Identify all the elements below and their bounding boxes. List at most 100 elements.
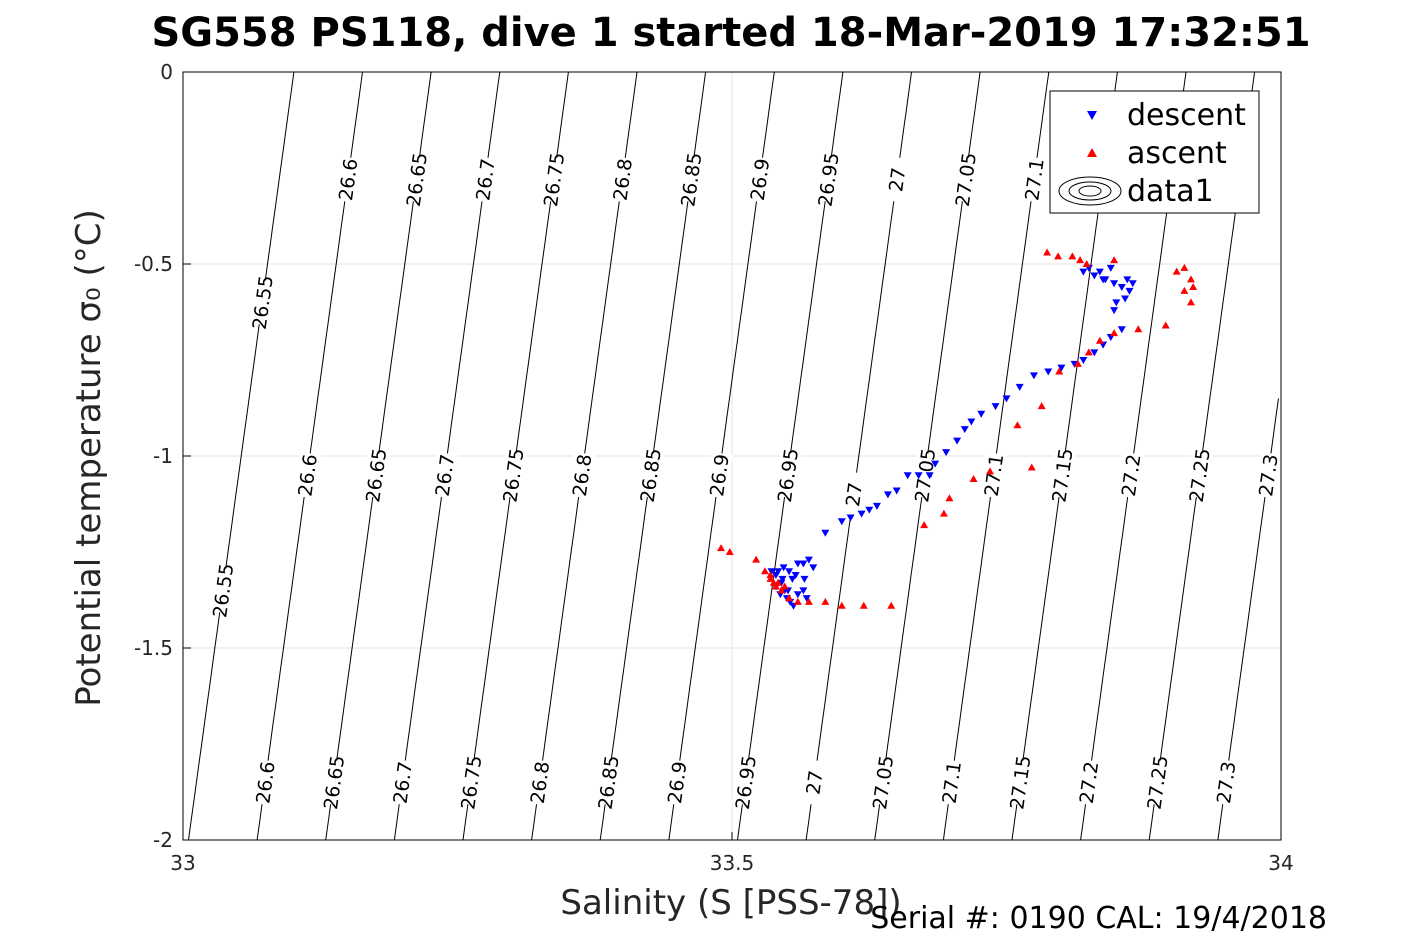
descent-point [991, 403, 1000, 411]
ascent-point [821, 597, 830, 605]
contour-label: 26.55 [209, 562, 238, 619]
ascent-point [1027, 463, 1036, 471]
descent-point [865, 506, 874, 514]
contour-label: 26.85 [637, 447, 666, 504]
ascent-point [760, 567, 769, 575]
x-tick-label: 33 [170, 851, 195, 875]
ascent-series [717, 248, 1198, 609]
legend-ascent-marker [1087, 148, 1097, 157]
descent-point [1121, 295, 1130, 303]
y-tick-label: -1 [153, 444, 173, 468]
ascent-point [1054, 252, 1063, 260]
contour-label-bg [499, 451, 527, 499]
ascent-point [1082, 260, 1091, 267]
contour-label-bg [705, 451, 733, 499]
contour-label-bg [951, 156, 980, 203]
contour-label-bg [471, 156, 499, 203]
contour-label-bg [731, 759, 760, 806]
legend-contour-icon [1058, 176, 1122, 206]
contour-label-bg [745, 156, 774, 203]
descent-point [883, 491, 892, 499]
ascent-point [1043, 248, 1052, 256]
descent-point [774, 568, 783, 576]
descent-point [800, 575, 809, 583]
y-axis-label-group: Potential temperature σ₀ (°C) [69, 209, 109, 707]
ascent-point [1134, 325, 1143, 333]
footer-serial-cal: Serial #: 0190 CAL: 19/4/2018 [870, 901, 1327, 936]
descent-point [1095, 268, 1104, 276]
descent-point [960, 426, 969, 434]
descent-point [785, 568, 794, 576]
contour-label-bg [1254, 451, 1282, 499]
contour-label: 27.2 [1118, 453, 1146, 498]
ascent-point [777, 586, 786, 594]
y-tick-label: -0.5 [134, 252, 173, 276]
ascent-point [1068, 252, 1077, 260]
ascent-point [766, 571, 775, 579]
contour-label: 27.15 [1048, 447, 1077, 504]
contour-label: 27.2 [1076, 760, 1104, 805]
contour-label-bg [361, 451, 390, 499]
ascent-point [752, 555, 761, 563]
ascent-point [837, 601, 846, 609]
contour-label: 27.1 [981, 453, 1009, 498]
contour-label: 27.25 [1186, 447, 1215, 504]
contour-label-bg [402, 156, 431, 203]
ascent-point [769, 578, 778, 586]
ascent-point [785, 594, 794, 602]
ascent-point [986, 467, 995, 475]
contour-label: 27 [802, 769, 827, 796]
contour-label: 26.8 [527, 760, 555, 805]
contour-label: 27.1 [938, 760, 966, 805]
ascent-point [969, 475, 978, 483]
descent-point [857, 510, 866, 518]
contour-label-bg [248, 279, 277, 326]
contour-label-bg [839, 471, 868, 518]
descent-point [1117, 326, 1126, 334]
contour-label: 27.3 [1213, 760, 1241, 805]
descent-point [967, 418, 976, 426]
contour-label: 26.75 [540, 151, 569, 208]
ascent-point [1055, 367, 1064, 375]
contour-label-bg [662, 759, 691, 806]
contour-label: 26.95 [774, 447, 803, 504]
descent-point [1079, 357, 1088, 364]
descent-point [1090, 272, 1099, 280]
descent-point [802, 595, 811, 603]
descent-point [1117, 284, 1126, 292]
descent-point [1044, 368, 1053, 376]
descent-point [1079, 268, 1088, 276]
descent-point [788, 575, 797, 583]
descent-point [925, 472, 934, 480]
descent-point [903, 472, 912, 480]
contour-label: 26.55 [249, 274, 278, 331]
contour-label-bg [800, 759, 828, 806]
contour-label-bg [773, 451, 802, 499]
contour-label: 27.15 [1006, 754, 1035, 811]
ascent-point [859, 601, 868, 609]
contour-label-bg [293, 451, 322, 499]
ascent-point [1110, 256, 1119, 264]
descent-point [1106, 264, 1115, 272]
ascent-point [920, 521, 929, 529]
ascent-point [1186, 298, 1195, 306]
x-tick-label: 34 [1268, 851, 1293, 875]
ascent-point [780, 582, 789, 590]
descent-point [821, 529, 830, 537]
descent-point [1057, 364, 1066, 372]
descent-series [767, 264, 1137, 610]
contour-label: 26.9 [706, 453, 734, 498]
ascent-point [1076, 256, 1085, 264]
contour-label: 27.05 [952, 151, 981, 208]
ascent-point [1189, 283, 1198, 291]
descent-point [931, 460, 940, 468]
contour-label-bg [608, 156, 637, 203]
y-axis-label: Potential temperature σ₀ (°C) [69, 209, 109, 707]
contour-label-bg [319, 759, 348, 806]
contour-label: 26.9 [747, 157, 775, 202]
contour-label-bg [910, 451, 939, 499]
ascent-point [1180, 286, 1189, 294]
ascent-point [887, 601, 896, 609]
contour-label: 26.75 [499, 447, 528, 504]
